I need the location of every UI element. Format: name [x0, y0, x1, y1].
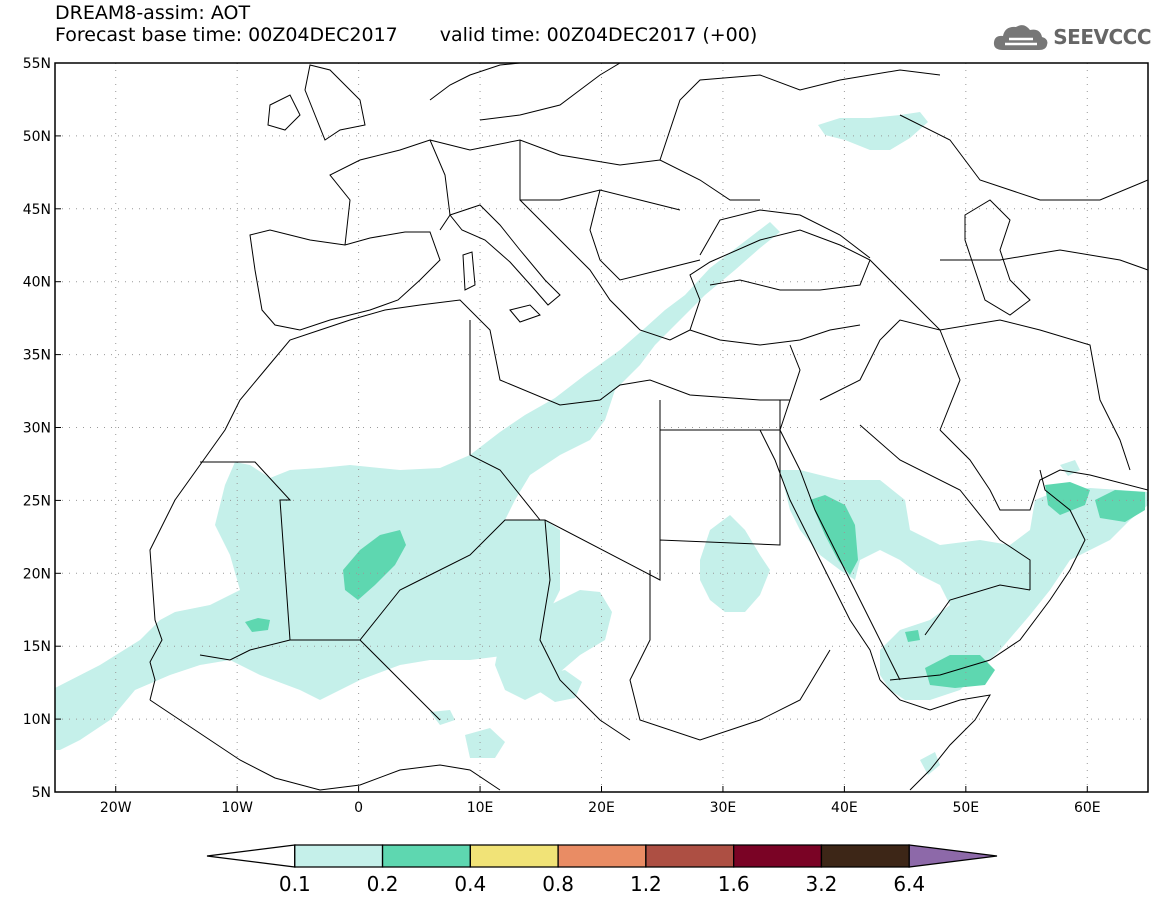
- coast-baltic: [479, 63, 621, 121]
- lon-tick-label: 10E: [467, 800, 494, 816]
- lat-tick-label: 15N: [23, 639, 51, 655]
- colorbar-level-label: 1.2: [630, 872, 662, 896]
- lon-tick-label: 60E: [1074, 800, 1101, 816]
- border-egypt: [659, 400, 780, 431]
- colorbar-swatch: [294, 844, 384, 868]
- coast-west-africa: [149, 299, 790, 701]
- map-grid: [55, 63, 1148, 792]
- coast-ireland: [267, 94, 301, 131]
- border-europe: [429, 139, 760, 281]
- lon-tick-label: 30E: [710, 800, 737, 816]
- aot-region-mauritania-core: [245, 618, 270, 632]
- coast-scandinavia: [429, 63, 521, 101]
- base-time-label: Forecast base time: 00Z04DEC2017: [55, 24, 398, 46]
- aot-region-red-sea-core: [810, 495, 858, 575]
- colorbar-swatch: [381, 844, 471, 868]
- aot-region-small-core: [905, 630, 920, 642]
- coast-italy: [449, 204, 561, 306]
- aot-region-russia: [818, 112, 928, 150]
- coast-red-sea-west: [759, 429, 881, 681]
- colorbar-level-label: 0.2: [367, 872, 399, 896]
- border-mali: [199, 639, 441, 721]
- coast-britain: [304, 64, 366, 141]
- lat-tick-label: 5N: [32, 785, 51, 801]
- aot-region-central-sahel: [495, 590, 612, 700]
- colorbar-swatch: [733, 844, 823, 868]
- lat-tick-label: 50N: [23, 129, 51, 145]
- coast-caspian: [964, 199, 1031, 316]
- colorbar-level-label: 0.8: [542, 872, 574, 896]
- colorbar-swatch: [206, 844, 296, 868]
- coast-black-sea: [699, 209, 871, 259]
- colorbar-level-label: 0.4: [454, 872, 486, 896]
- logo-text: SEEVCCC: [1053, 25, 1151, 49]
- coastlines: [149, 63, 1148, 791]
- lat-tick-label: 40N: [23, 275, 51, 291]
- coast-arabia-south: [889, 469, 1086, 681]
- colorbar-level-label: 0.1: [279, 872, 311, 896]
- lat-tick-label: 10N: [23, 712, 51, 728]
- coast-iberia: [249, 229, 441, 331]
- forecast-times: Forecast base time: 00Z04DEC2017 valid ti…: [55, 24, 757, 46]
- valid-time-label: valid time: 00Z04DEC2017 (+00): [439, 24, 758, 46]
- border-russia: [659, 69, 1148, 271]
- colorbar-swatch: [908, 844, 998, 868]
- coast-persian-gulf: [939, 429, 1148, 511]
- lon-tick-label: 10W: [221, 800, 253, 816]
- lon-tick-label: 20E: [588, 800, 615, 816]
- aot-region-mali-core: [343, 530, 406, 600]
- lat-tick-label: 30N: [23, 421, 51, 437]
- seevccc-logo: SEEVCCC: [993, 22, 1151, 52]
- border-sudan: [629, 570, 831, 741]
- coast-sicily: [509, 304, 541, 323]
- colorbar-swatch: [645, 844, 735, 868]
- aot-region-southern-dot: [465, 728, 505, 758]
- colorbar-swatch: [820, 844, 910, 868]
- lat-tick-label: 20N: [23, 566, 51, 582]
- lat-labels: 5N 10N 15N 20N 25N 30N 35N 40N 45N 50N 55N: [23, 56, 61, 801]
- coast-balkans: [519, 199, 871, 341]
- border-arabia: [819, 319, 1031, 636]
- border-iran: [869, 259, 1131, 471]
- cloud-icon: [994, 25, 1048, 50]
- border-chad: [539, 519, 631, 741]
- aot-region-horn: [920, 752, 940, 775]
- coast-sardinia: [462, 251, 476, 291]
- aot-region-lake-chad: [540, 670, 582, 702]
- aot-region-sahara-band: [55, 222, 780, 750]
- coast-anatolia: [689, 324, 861, 346]
- coast-france: [329, 139, 451, 246]
- lat-tick-label: 45N: [23, 202, 51, 218]
- colorbar: 0.1 0.2 0.4 0.8 1.2 1.6 3.2 6.4: [206, 844, 998, 896]
- colorbar-level-label: 1.6: [718, 872, 750, 896]
- aot-region-sudan: [700, 515, 770, 612]
- coast-red-sea-east: [779, 429, 901, 681]
- coast-gulf-guinea: [149, 699, 501, 791]
- aot-field: [55, 112, 1148, 775]
- lon-labels: 20W 10W 0 10E 20E 30E 40E 50E 60E: [100, 786, 1101, 816]
- aot-region-arabia: [780, 470, 1148, 700]
- lon-tick-label: 20W: [100, 800, 132, 816]
- colorbar-level-label: 3.2: [806, 872, 838, 896]
- coast-somalia: [879, 679, 991, 791]
- colorbar-swatch: [469, 844, 559, 868]
- lat-tick-label: 25N: [23, 493, 51, 509]
- lat-tick-label: 35N: [23, 348, 51, 364]
- lat-tick-label: 55N: [23, 56, 51, 72]
- map-title: DREAM8-assim: AOT: [55, 2, 251, 24]
- border-sahara: [200, 400, 781, 641]
- lon-tick-label: 50E: [952, 800, 979, 816]
- aot-region-east-arabia-blob: [1060, 460, 1080, 476]
- colorbar-swatch: [557, 844, 647, 868]
- aot-region-small-west: [430, 710, 455, 725]
- aot-region-arabian-sea-core: [1095, 490, 1145, 522]
- coast-levant: [779, 344, 801, 431]
- colorbar-level-label: 6.4: [893, 872, 925, 896]
- lon-tick-label: 40E: [831, 800, 858, 816]
- lon-tick-label: 0: [354, 800, 363, 816]
- aot-region-oman-core: [1045, 482, 1090, 515]
